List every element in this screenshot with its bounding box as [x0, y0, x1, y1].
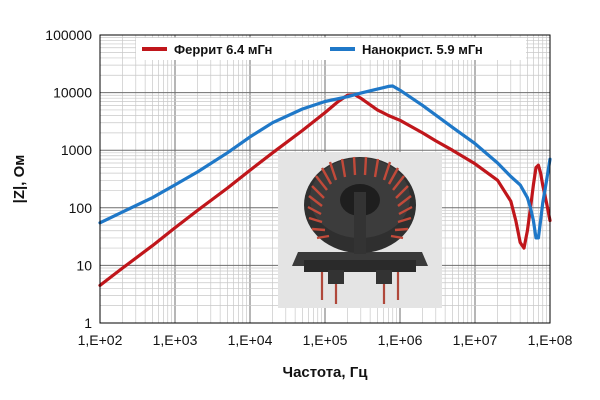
plot-border [99, 34, 551, 324]
y-tick-label: 100 [69, 200, 93, 216]
y-axis-title: |Z|, Ом [11, 155, 28, 204]
y-tick-label: 100000 [45, 27, 92, 43]
series-line-ferrite [98, 93, 552, 287]
y-tick-label: 1000 [61, 142, 92, 158]
series-line-nanocrystalline [98, 84, 552, 240]
x-tick-label: 1,E+04 [228, 332, 273, 348]
x-tick-label: 1,E+02 [78, 332, 123, 348]
x-tick-label: 1,E+06 [378, 332, 423, 348]
legend-label-ferrite: Феррит 6.4 мГн [174, 42, 272, 57]
x-tick-label: 1,E+05 [303, 332, 348, 348]
x-axis-title: Частота, Гц [283, 364, 369, 381]
y-tick-label: 10000 [53, 85, 92, 101]
y-tick-label: 1 [84, 315, 92, 331]
legend: Феррит 6.4 мГн Нанокрист. 5.9 мГн [136, 38, 526, 60]
x-tick-label: 1,E+08 [528, 332, 573, 348]
choke-photo [278, 152, 442, 308]
series-lines [98, 84, 552, 287]
x-tick-label: 1,E+03 [153, 332, 198, 348]
tick-labels: 1,E+02 1,E+03 1,E+04 1,E+05 1,E+06 1,E+07 1,E+… [45, 27, 572, 348]
legend-label-nanocrystalline: Нанокрист. 5.9 мГн [362, 42, 483, 57]
y-tick-label: 10 [76, 257, 92, 273]
x-tick-label: 1,E+07 [453, 332, 498, 348]
